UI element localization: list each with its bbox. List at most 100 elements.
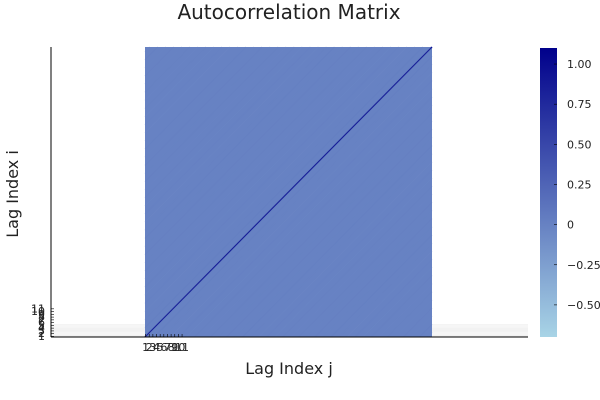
- heatmap-band: [282, 185, 433, 338]
- heatmap-band: [144, 46, 223, 126]
- heatmap-band: [242, 145, 433, 338]
- heatmap-band: [427, 332, 433, 338]
- heatmap-band: [306, 210, 433, 338]
- colorbar-tick-label: −0.25: [567, 259, 600, 272]
- heatmap-cells: [144, 46, 433, 338]
- heatmap-band: [144, 46, 183, 85]
- y-tick-label: 11: [31, 302, 45, 315]
- heatmap-band: [144, 46, 207, 109]
- heatmap-band: [144, 46, 239, 142]
- heatmap-band: [370, 275, 433, 338]
- heatmap-band: [290, 193, 433, 338]
- heatmap-band: [144, 46, 311, 215]
- heatmap-band: [144, 46, 271, 174]
- heatmap-band: [402, 307, 433, 338]
- heatmap-band: [218, 120, 433, 338]
- heatmap-band: [266, 169, 433, 338]
- heatmap-band: [144, 46, 392, 296]
- heatmap-band: [354, 258, 433, 338]
- heatmap-band: [226, 129, 433, 338]
- heatmap-band: [210, 112, 433, 338]
- y-tick-label: 4: [38, 322, 45, 335]
- heatmap-band: [153, 55, 433, 338]
- heatmap-band: [145, 47, 433, 338]
- heatmap-band: [258, 161, 433, 338]
- heatmap-band: [144, 46, 351, 255]
- heatmap-band: [144, 46, 416, 320]
- y-tick-label: 1: [38, 330, 45, 343]
- heatmap-band: [144, 46, 150, 52]
- colorbar-ticks: −0.50 −0.25 0 0.25 0.50 0.75 1.00: [554, 58, 600, 312]
- y-tick-label: 5: [38, 319, 45, 332]
- y-tick-label: 7: [38, 313, 45, 326]
- heatmap-band: [202, 104, 433, 338]
- x-tick-label: 7: [164, 341, 171, 354]
- heatmap-band: [298, 202, 433, 338]
- x-tick-label: 6: [160, 341, 167, 354]
- colorbar-tick-label: 0.75: [567, 98, 592, 111]
- heatmap-band: [144, 46, 408, 312]
- heatmap-band: [234, 137, 433, 338]
- colorbar-tick-label: 1.00: [567, 58, 592, 71]
- heatmap-band: [144, 46, 175, 77]
- heatmap-band: [144, 46, 319, 223]
- heatmap-band: [322, 226, 433, 338]
- heatmap-band: [144, 46, 327, 231]
- heatmap-band: [144, 46, 255, 158]
- heatmap-texture: [144, 46, 433, 338]
- heatmap-band: [144, 46, 359, 264]
- heatmap-band: [144, 46, 199, 101]
- x-tick-label: 11: [175, 341, 189, 354]
- x-axis-label: Lag Index j: [245, 359, 333, 378]
- heatmap-band: [362, 267, 433, 338]
- x-tick-label: 5: [157, 341, 164, 354]
- heatmap-band: [144, 46, 263, 166]
- colorbar-tick-label: 0: [567, 219, 574, 232]
- heatmap-band: [144, 46, 367, 272]
- y-tick-label: 9: [38, 308, 45, 321]
- heatmap-band: [144, 46, 295, 199]
- y-tick-label: 6: [38, 316, 45, 329]
- heatmap-band: [161, 64, 433, 338]
- y-tick-label: 10: [31, 305, 45, 318]
- heatmap-band: [144, 46, 375, 280]
- heatmap-band: [378, 283, 433, 338]
- heatmap-band: [144, 46, 247, 150]
- heatmap-band: [419, 323, 433, 338]
- heatmap-band: [177, 80, 433, 338]
- heatmap-band: [169, 72, 433, 338]
- heatmap-band: [194, 96, 433, 338]
- colorbar-gradient: [540, 48, 557, 337]
- heatmap-band: [144, 46, 231, 134]
- heatmap-band: [144, 46, 400, 304]
- heatmap-band: [144, 46, 287, 191]
- x-tick-label: 1: [142, 341, 149, 354]
- heatmap-band: [250, 153, 433, 338]
- heatmap-band: [314, 218, 433, 338]
- y-tick-label: 3: [38, 324, 45, 337]
- colorbar-tick-label: 0.50: [567, 138, 592, 151]
- chart-title: Autocorrelation Matrix: [177, 0, 400, 24]
- heatmap-band: [144, 46, 335, 239]
- heatmap-band: [386, 291, 433, 338]
- colorbar-tick-label: 0.25: [567, 178, 592, 191]
- heatmap-band: [144, 46, 279, 182]
- y-tick-label: 8: [38, 311, 45, 324]
- heatmap-band: [144, 46, 303, 207]
- x-tick-label: 8: [168, 341, 175, 354]
- heatmap-band: [346, 250, 433, 338]
- heatmap-band: [144, 46, 167, 69]
- heatmap-band: [144, 46, 158, 61]
- colorbar: −0.50 −0.25 0 0.25 0.50 0.75 1.00: [540, 48, 600, 337]
- heatmap-band: [144, 46, 424, 329]
- y-tick-label: 2: [38, 327, 45, 340]
- heatmap-band: [410, 315, 433, 338]
- heatmap-band: [338, 242, 433, 338]
- heatmap-band: [330, 234, 433, 338]
- x-tick-label: 2: [146, 341, 153, 354]
- x-tick-label: 4: [153, 341, 160, 354]
